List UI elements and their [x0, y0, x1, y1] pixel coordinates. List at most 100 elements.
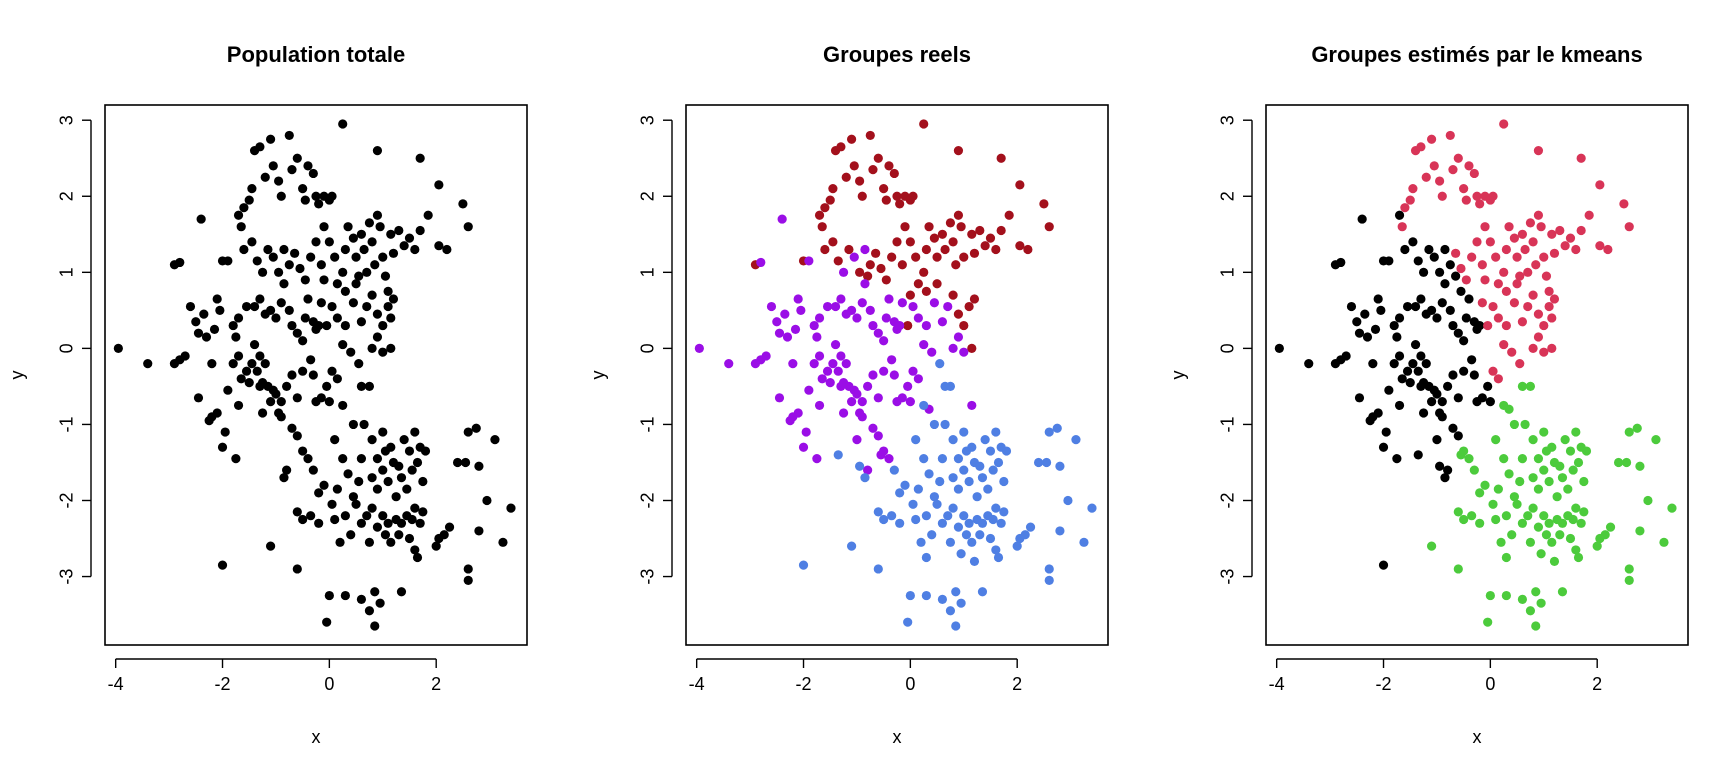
- scatter-point: [506, 503, 516, 513]
- scatter-point: [378, 511, 388, 521]
- scatter-point: [1595, 241, 1605, 251]
- scatter-point: [407, 465, 417, 475]
- scatter-point: [356, 454, 367, 464]
- scatter-point: [932, 499, 942, 509]
- scatter-point: [967, 537, 977, 547]
- scatter-point: [991, 427, 1001, 437]
- scatter-point: [1509, 298, 1519, 308]
- scatter-point: [1304, 358, 1314, 369]
- scatter-point: [895, 199, 905, 209]
- scatter-point: [1624, 564, 1634, 574]
- scatter-point: [798, 442, 809, 452]
- scatter-point: [897, 260, 907, 270]
- scatter-point: [908, 301, 918, 312]
- scatter-point: [1539, 347, 1549, 357]
- scatter-point: [298, 366, 308, 376]
- scatter-point: [1475, 199, 1485, 209]
- scatter-point: [1023, 244, 1033, 255]
- scatter-point: [996, 153, 1006, 163]
- scatter-point: [1378, 442, 1389, 452]
- scatter-point: [1544, 476, 1554, 487]
- scatter-point: [1592, 541, 1602, 551]
- scatter-series: [1274, 210, 1495, 570]
- scatter-point: [900, 480, 910, 490]
- scatter-point: [474, 526, 484, 536]
- scatter-point: [372, 522, 383, 532]
- scatter-point: [228, 320, 238, 331]
- scatter-point: [434, 180, 444, 190]
- scatter-point: [825, 378, 835, 388]
- scatter-point: [879, 514, 889, 525]
- scatter-point: [937, 229, 948, 239]
- scatter-point: [391, 492, 401, 502]
- scatter-point: [833, 450, 843, 460]
- scatter-point: [1547, 313, 1557, 323]
- scatter-point: [388, 294, 399, 304]
- scatter-point: [1584, 210, 1594, 220]
- scatter-point: [1504, 222, 1514, 232]
- scatter-point: [343, 222, 353, 232]
- scatter-point: [879, 366, 889, 376]
- y-tick-label: -1: [1218, 416, 1238, 432]
- scatter-point: [327, 499, 337, 509]
- scatter-point: [959, 320, 969, 331]
- scatter-point: [367, 290, 377, 300]
- scatter-point: [388, 248, 399, 258]
- scatter-point: [420, 446, 431, 456]
- scatter-series: [694, 214, 977, 475]
- scatter-point: [482, 495, 492, 506]
- scatter-point: [932, 279, 942, 289]
- scatter-point: [985, 446, 996, 456]
- scatter-point: [1501, 511, 1511, 521]
- x-tick-label: 2: [1592, 674, 1602, 694]
- scatter-point: [362, 301, 372, 312]
- scatter-point: [876, 263, 886, 274]
- scatter-point: [860, 244, 870, 255]
- scatter-point: [175, 257, 185, 268]
- scatter-point: [1531, 587, 1541, 597]
- scatter-point: [356, 381, 367, 392]
- scatter-point: [463, 427, 473, 437]
- scatter-point: [1533, 454, 1544, 464]
- scatter-point: [298, 184, 308, 194]
- scatter-point: [1437, 397, 1447, 407]
- scatter-point: [937, 518, 948, 528]
- scatter-point: [1544, 286, 1554, 296]
- scatter-point: [1659, 537, 1669, 547]
- scatter-point: [338, 267, 348, 277]
- scatter-point: [407, 514, 417, 525]
- scatter-point: [375, 222, 385, 232]
- scatter-point: [911, 514, 921, 525]
- scatter-point: [332, 374, 342, 384]
- scatter-point: [1515, 358, 1525, 369]
- scatter-point: [1512, 252, 1522, 262]
- y-tick-label: -1: [57, 416, 77, 432]
- scatter-point: [959, 427, 969, 437]
- scatter-point: [1624, 427, 1634, 437]
- x-tick-label: -2: [796, 674, 812, 694]
- scatter-point: [846, 305, 857, 315]
- scatter-point: [1397, 374, 1407, 384]
- scatter-point: [370, 587, 380, 597]
- scatter-point: [335, 537, 345, 547]
- scatter-point: [233, 351, 244, 361]
- scatter-point: [223, 256, 233, 266]
- scatter-point: [1012, 541, 1022, 551]
- scatter-point: [945, 537, 956, 547]
- scatter-point: [233, 210, 244, 220]
- scatter-point: [814, 400, 825, 411]
- scatter-point: [217, 560, 228, 570]
- scatter-point: [316, 298, 326, 308]
- scatter-point: [905, 397, 915, 407]
- scatter-point: [1595, 180, 1605, 190]
- scatter-point: [761, 351, 771, 361]
- scatter-point: [1565, 533, 1576, 544]
- scatter-point: [228, 358, 238, 369]
- scatter-point: [937, 317, 948, 327]
- scatter-point: [1525, 381, 1536, 392]
- scatter-point: [410, 244, 420, 255]
- scatter-point: [498, 537, 508, 547]
- scatter-point: [1531, 260, 1541, 270]
- x-tick-label: -4: [108, 674, 124, 694]
- scatter-point: [855, 461, 865, 471]
